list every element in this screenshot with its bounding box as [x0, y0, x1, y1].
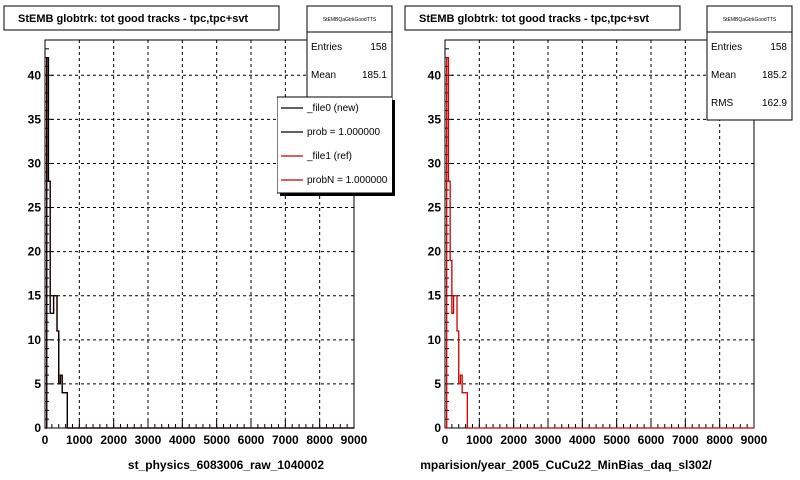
- x-tick-label: 3000: [135, 433, 162, 447]
- x-axis-title: mparision/year_2005_CuCu22_MinBias_daq_s…: [420, 458, 712, 472]
- x-tick-label: 7000: [272, 433, 299, 447]
- series-point: [444, 427, 446, 429]
- x-tick-label: 6000: [238, 433, 265, 447]
- series-point: [61, 392, 63, 394]
- y-tick-label: 15: [28, 289, 42, 303]
- y-tick-label: 40: [28, 68, 42, 82]
- x-tick-label: 9000: [341, 433, 368, 447]
- series-point: [447, 180, 450, 182]
- x-tick-label: 0: [442, 433, 449, 447]
- stats-header: StEMBQaGtrkGoodTTS: [323, 17, 377, 23]
- series-point: [459, 374, 462, 376]
- series-point: [49, 312, 51, 314]
- y-tick-label: 30: [428, 156, 442, 170]
- y-tick-label: 10: [28, 333, 42, 347]
- legend: _file0 (new) prob = 1.000000 _file1 (ref) p…: [277, 96, 392, 194]
- series-point: [68, 427, 70, 429]
- series-point: [456, 330, 458, 332]
- y-tick-label: 35: [28, 112, 42, 126]
- x-tick-label: 4000: [569, 433, 596, 447]
- stats-label: Entries: [311, 42, 342, 53]
- chart-title: StEMB globtrk: tot good tracks - tpc,tpc…: [419, 13, 649, 25]
- x-tick-label: 4000: [169, 433, 196, 447]
- y-tick-label: 15: [428, 289, 442, 303]
- y-tick-label: 20: [28, 245, 42, 259]
- stats-box: [706, 5, 793, 121]
- title-box: [3, 5, 280, 31]
- stats-value: 158: [370, 42, 387, 53]
- series-point: [65, 392, 67, 394]
- stats-value: 162.9: [762, 98, 787, 109]
- series-point: [54, 295, 56, 297]
- stats-label: RMS: [711, 98, 734, 109]
- y-tick-label: 20: [428, 245, 442, 259]
- series-point: [449, 259, 451, 262]
- x-axis-title: st_physics_6083006_raw_1040002: [128, 458, 324, 472]
- stats-label: Mean: [311, 70, 336, 81]
- x-tick-label: 8000: [706, 433, 733, 447]
- x-tick-label: 9000: [741, 433, 768, 447]
- x-tick-label: 0: [42, 433, 49, 447]
- series-point: [468, 427, 470, 429]
- series-point: [63, 392, 65, 394]
- legend-label: probN = 1.000000: [307, 175, 388, 186]
- series-point: [461, 392, 463, 394]
- legend-label: _file1 (ref): [306, 151, 352, 162]
- legend-label: prob = 1.000000: [307, 127, 381, 138]
- y-tick-label: 5: [434, 377, 441, 391]
- series-point: [58, 383, 60, 385]
- stats-label: Mean: [711, 70, 736, 81]
- x-tick-label: 2000: [500, 433, 527, 447]
- series-point: [46, 57, 48, 59]
- stats-value: 185.1: [362, 70, 387, 81]
- series-point: [465, 392, 467, 394]
- series-point: [452, 295, 455, 297]
- y-tick-label: 10: [428, 333, 442, 347]
- y-tick-label: 25: [428, 201, 442, 215]
- stats-label: Entries: [711, 42, 742, 53]
- x-tick-label: 5000: [203, 433, 230, 447]
- left-panel: 0 1000 2000 3000 4000 5000 6000 7000 8000 9000 0 5 1…: [3, 5, 395, 472]
- series-point: [466, 427, 468, 429]
- series-point: [56, 330, 58, 332]
- series-point: [463, 392, 465, 394]
- chart-title: StEMB globtrk: tot good tracks - tpc,tpc…: [18, 13, 248, 25]
- series-point: [66, 427, 68, 429]
- y-tick-label: 30: [28, 156, 42, 170]
- x-tick-label: 3000: [535, 433, 562, 447]
- legend-label: _file0 (new): [306, 103, 359, 114]
- y-tick-label: 40: [428, 68, 442, 82]
- series-point: [753, 427, 755, 429]
- series-point: [458, 383, 460, 385]
- y-tick-label: 0: [434, 421, 441, 435]
- series-point: [446, 57, 448, 59]
- x-tick-label: 6000: [638, 433, 665, 447]
- x-tick-label: 8000: [306, 433, 333, 447]
- right-panel: 0 1000 2000 3000 4000 5000 6000 7000 8000 9000 0 5 1…: [404, 5, 793, 472]
- x-tick-label: 5000: [603, 433, 630, 447]
- y-tick-label: 0: [34, 421, 41, 435]
- title-box: [404, 5, 681, 31]
- series-point: [44, 427, 46, 429]
- y-tick-label: 5: [34, 377, 41, 391]
- stats-value: 185.2: [762, 70, 787, 81]
- x-tick-label: 1000: [66, 433, 93, 447]
- series-point: [353, 427, 355, 429]
- x-tick-label: 2000: [100, 433, 127, 447]
- series-point: [51, 312, 53, 314]
- legend-box: [277, 96, 392, 194]
- series-point: [47, 180, 50, 182]
- x-tick-label: 1000: [466, 433, 493, 447]
- stats-value: 158: [770, 42, 787, 53]
- stats-header: StEMBQaGtrkGoodTTS: [723, 17, 777, 23]
- x-tick-label: 7000: [672, 433, 699, 447]
- y-tick-label: 35: [428, 112, 442, 126]
- series-point: [52, 295, 55, 297]
- series-point: [454, 295, 456, 297]
- y-tick-label: 25: [28, 201, 42, 215]
- series-point: [451, 312, 453, 314]
- series-point: [59, 374, 62, 376]
- stats-box: [306, 5, 393, 107]
